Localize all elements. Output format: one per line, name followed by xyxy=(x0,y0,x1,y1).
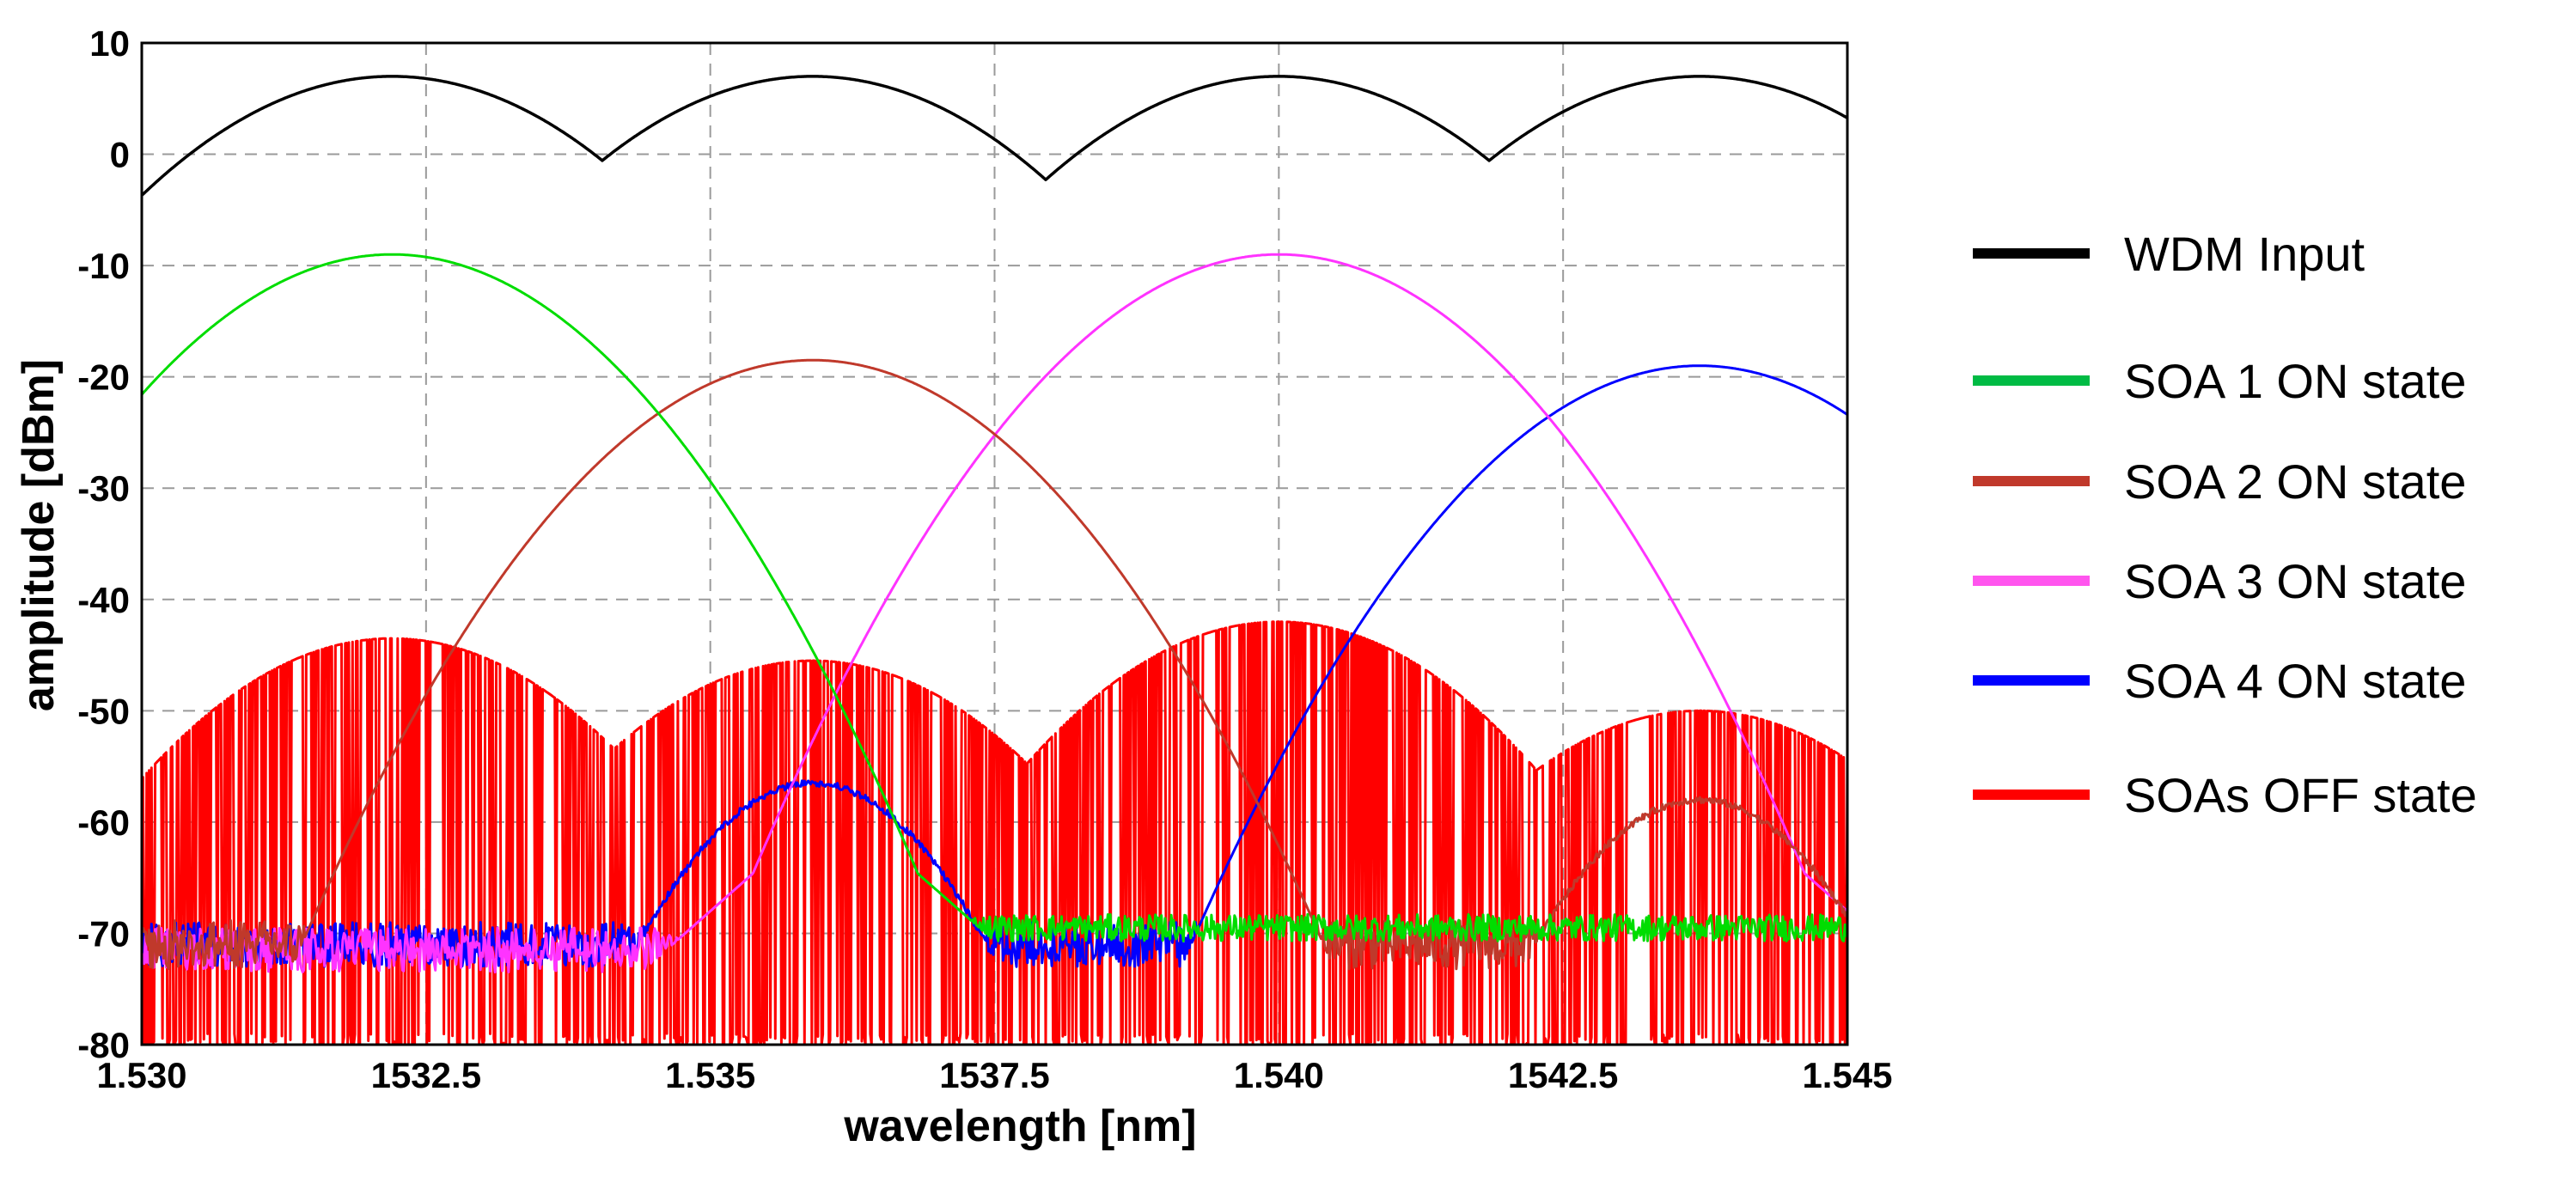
y-tick-label: -40 xyxy=(77,580,130,620)
x-axis-label: wavelength [nm] xyxy=(843,1101,1196,1151)
x-tick-label: 1537.5 xyxy=(939,1055,1049,1095)
y-tick-label: 10 xyxy=(89,23,130,64)
series-line xyxy=(140,253,1849,942)
legend-label: WDM Input xyxy=(2124,227,2365,281)
x-tick-label: 1532.5 xyxy=(371,1055,481,1095)
plot-frame xyxy=(140,41,1849,1046)
legend-label: SOA 3 ON state xyxy=(2124,554,2466,608)
legend: WDM Input SOA 1 ON state SOA 2 ON state SOA… xyxy=(1973,227,2477,822)
y-tick-label: -20 xyxy=(77,357,130,398)
y-tick-label: 0 xyxy=(110,135,130,175)
legend-label: SOA 4 ON state xyxy=(2124,654,2466,708)
x-tick-label: 1.540 xyxy=(1234,1055,1324,1095)
y-tick-label: -60 xyxy=(77,802,130,843)
series-line xyxy=(140,75,1848,197)
x-tick-labels: 1.530 1532.5 1.535 1537.5 1.540 1542.5 1.545 xyxy=(96,1055,1892,1095)
y-tick-label: -10 xyxy=(77,246,130,286)
y-tick-label: -80 xyxy=(77,1025,130,1065)
y-tick-labels: 10 0 -10 -20 -30 -40 -50 -60 -70 -80 xyxy=(77,23,130,1065)
legend-item: WDM Input xyxy=(1973,227,2365,281)
series-line xyxy=(140,358,1849,971)
legend-label: SOA 1 ON state xyxy=(2124,354,2466,408)
y-tick-label: -70 xyxy=(77,913,130,954)
y-axis-label: amplitude [dBm] xyxy=(14,359,64,711)
x-tick-label: 1.545 xyxy=(1802,1055,1892,1095)
y-tick-label: -50 xyxy=(77,691,130,731)
x-tick-label: 1.535 xyxy=(665,1055,755,1095)
x-tick-label: 1.530 xyxy=(96,1055,186,1095)
legend-item: SOAs OFF state xyxy=(1973,768,2477,822)
x-tick-label: 1542.5 xyxy=(1508,1055,1618,1095)
legend-item: SOA 4 ON state xyxy=(1973,654,2466,708)
legend-label: SOAs OFF state xyxy=(2124,768,2477,822)
legend-label: SOA 2 ON state xyxy=(2124,454,2466,509)
legend-item: SOA 2 ON state xyxy=(1973,454,2466,509)
legend-item: SOA 1 ON state xyxy=(1973,354,2466,408)
legend-item: SOA 3 ON state xyxy=(1973,554,2466,608)
series-layer xyxy=(140,75,1849,1046)
y-tick-label: -30 xyxy=(77,468,130,509)
